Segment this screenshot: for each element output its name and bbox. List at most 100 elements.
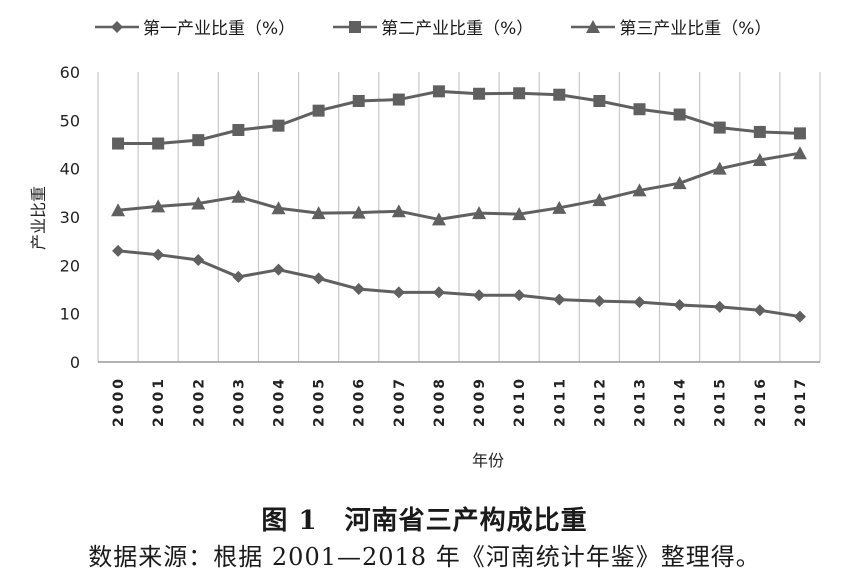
x-tick-label: 2014 xyxy=(673,376,689,427)
x-tick-label: 2006 xyxy=(352,376,368,427)
x-tick-label: 2002 xyxy=(191,376,207,427)
data-point-diamond xyxy=(312,272,325,285)
data-point-square xyxy=(432,85,445,98)
data-point-square xyxy=(513,87,526,100)
series-line-1 xyxy=(117,249,801,319)
x-tick-label: 2004 xyxy=(272,376,288,427)
data-point-diamond xyxy=(593,295,606,308)
data-point-diamond xyxy=(152,248,165,261)
data-point-diamond xyxy=(553,293,566,306)
line-chart: 0 10 20 30 40 50 60 2000 2001 2002 2003 2004 2005 200… xyxy=(29,63,821,470)
legend-item-primary: 第一产业比重（%） xyxy=(95,14,295,39)
series-line-3 xyxy=(117,151,801,221)
data-point-square xyxy=(312,104,325,117)
data-point-triangle xyxy=(792,146,807,160)
data-point-square xyxy=(392,93,405,106)
data-point-square xyxy=(753,125,766,138)
y-tick-label: 20 xyxy=(60,256,80,275)
x-tick-label: 2013 xyxy=(633,376,649,427)
legend: 第一产业比重（%） 第二产业比重（%） 第三产业比重（%） xyxy=(95,14,771,39)
data-point-square xyxy=(673,108,686,121)
data-point-diamond xyxy=(112,244,125,257)
data-point-diamond xyxy=(352,283,365,296)
x-tick-label: 2003 xyxy=(231,376,247,427)
x-tick-label: 2015 xyxy=(713,376,729,427)
data-point-diamond xyxy=(793,310,806,323)
series-lines xyxy=(111,85,807,323)
x-tick-label: 2005 xyxy=(312,376,328,427)
data-point-diamond xyxy=(633,296,646,309)
y-tick-label: 10 xyxy=(60,305,80,324)
x-tick-label: 2012 xyxy=(592,376,608,427)
legend-label-secondary: 第二产业比重（%） xyxy=(381,19,534,39)
x-tick-label: 2007 xyxy=(392,376,408,427)
y-tick-label: 50 xyxy=(60,111,80,130)
axes: 0 10 20 30 40 50 60 2000 2001 2002 2003 2004 2005 200… xyxy=(60,63,820,427)
diamond-marker-icon xyxy=(95,20,139,33)
x-tick-label: 2011 xyxy=(552,376,568,427)
figure-source: 数据来源：根据 2001—2018 年《河南统计年鉴》整理得。 xyxy=(88,543,761,571)
data-point-triangle xyxy=(431,212,446,226)
data-point-square xyxy=(352,95,365,107)
data-point-triangle xyxy=(672,176,687,190)
data-point-square xyxy=(793,127,806,140)
data-point-square xyxy=(593,95,606,107)
x-axis-label: 年份 xyxy=(472,451,504,470)
data-point-square xyxy=(633,103,646,116)
y-tick-label: 40 xyxy=(60,160,80,179)
data-point-square xyxy=(553,88,566,101)
data-point-triangle xyxy=(632,183,647,197)
legend-item-secondary: 第二产业比重（%） xyxy=(333,14,533,39)
data-point-triangle xyxy=(311,206,326,220)
data-point-triangle xyxy=(552,200,567,214)
legend-label-tertiary: 第三产业比重（%） xyxy=(619,19,772,39)
x-tick-label: 2010 xyxy=(512,376,528,427)
data-point-triangle xyxy=(151,199,166,213)
data-point-diamond xyxy=(272,263,285,276)
data-point-triangle xyxy=(191,196,206,210)
data-point-triangle xyxy=(271,201,286,215)
data-point-triangle xyxy=(111,203,126,217)
legend-label-primary: 第一产业比重（%） xyxy=(143,19,296,39)
y-tick-label: 0 xyxy=(70,353,80,372)
data-point-triangle xyxy=(231,189,246,203)
data-point-diamond xyxy=(753,304,766,317)
x-tick-label: 2009 xyxy=(472,376,488,427)
data-point-square xyxy=(112,137,125,150)
y-tick-label: 60 xyxy=(60,63,80,82)
data-point-triangle xyxy=(512,207,527,221)
data-point-triangle xyxy=(712,161,727,175)
data-point-triangle xyxy=(472,206,487,220)
data-point-diamond xyxy=(513,289,526,302)
x-tick-label: 2000 xyxy=(111,376,127,427)
data-point-triangle xyxy=(752,152,767,166)
data-point-square xyxy=(232,124,245,136)
data-point-diamond xyxy=(713,300,726,313)
y-tick-label: 30 xyxy=(60,208,80,227)
data-point-square xyxy=(713,121,726,134)
figure-title: 图 1 河南省三产构成比重 xyxy=(261,506,588,536)
data-point-square xyxy=(272,119,285,132)
data-point-triangle xyxy=(351,205,366,219)
series-line-2 xyxy=(118,89,800,146)
data-point-diamond xyxy=(673,298,686,311)
legend-item-tertiary: 第三产业比重（%） xyxy=(571,14,771,39)
triangle-marker-icon xyxy=(571,19,616,33)
square-marker-icon xyxy=(333,20,378,33)
data-point-triangle xyxy=(391,204,406,218)
data-point-triangle xyxy=(592,193,607,207)
data-point-square xyxy=(152,137,165,150)
x-tick-label: 2001 xyxy=(151,376,167,427)
y-axis-label: 产业比重 xyxy=(29,186,48,250)
x-tick-label: 2016 xyxy=(753,376,769,427)
chart-frame: 第一产业比重（%） 第二产业比重（%） 第三产业比重（%） 0 10 20 30 40 5… xyxy=(29,14,821,470)
x-tick-label: 2017 xyxy=(793,376,809,427)
data-point-diamond xyxy=(232,270,245,283)
data-point-square xyxy=(473,87,486,100)
data-point-diamond xyxy=(473,289,486,302)
data-point-square xyxy=(192,134,205,147)
data-point-diamond xyxy=(392,286,405,299)
data-point-diamond xyxy=(432,286,445,299)
x-tick-label: 2008 xyxy=(432,376,448,427)
data-point-diamond xyxy=(192,254,205,267)
